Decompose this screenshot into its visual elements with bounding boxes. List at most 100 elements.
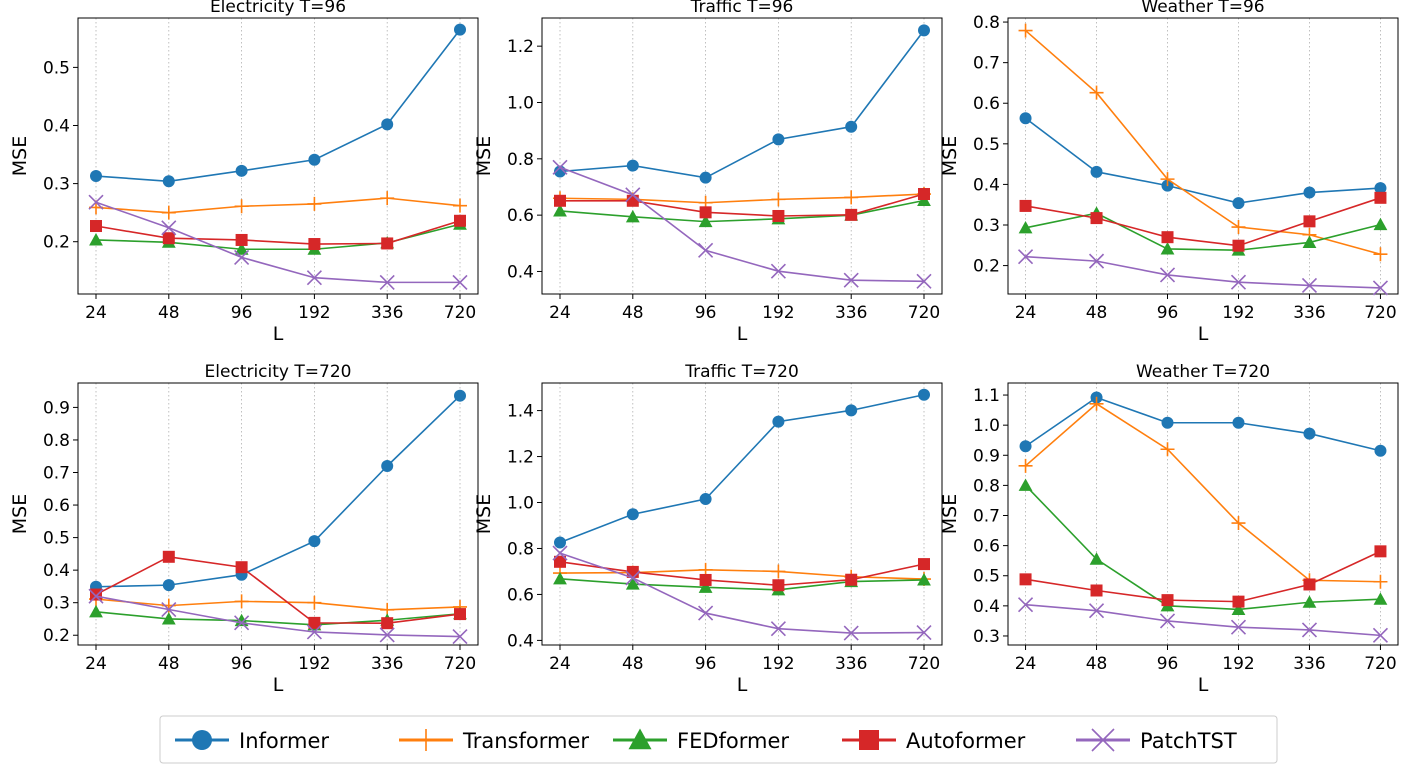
data-point-informer [1303,186,1316,199]
series-line-informer [1025,396,1381,452]
data-point-fedformer [1160,242,1175,255]
data-point-transformer [1089,85,1104,100]
chart-electricity-t-720: 24 48 96 192 336 720 0.2 0.3 0.4 0.5 0.6 0.7 0.8 0.9 E… [9,362,479,696]
data-point-fedformer [698,214,713,228]
x-tick-label: 96 [231,654,253,674]
data-point-patchtst [1017,249,1034,265]
series-line-fedformer [95,611,461,626]
series-line-patchtst [1025,603,1381,637]
chart-weather-t-720: 24 48 96 192 336 720 0.3 0.4 0.5 0.6 0.7 0.8 0.9 1.0 1… [939,362,1399,696]
y-tick-label: 1.2 [507,448,534,468]
series-line-fedformer [559,199,925,223]
data-point-transformer [1231,516,1246,531]
series-line-patchtst [95,201,460,284]
data-point-autoformer [554,194,566,207]
legend-entry-informer: Informer [175,729,329,753]
series-informer [554,388,930,549]
x-tick-label: 192 [762,303,794,323]
y-tick-label: 0.6 [507,585,534,605]
series-patchtst [88,588,468,645]
x-tick-label: 336 [371,654,403,674]
y-tick-label: 0.5 [973,135,1000,155]
legend-marker-informer [192,730,212,750]
y-tick-label: 0.9 [43,398,70,418]
chart-weather-t-96: 24 48 96 192 336 720 0.2 0.3 0.4 0.5 0.6 0.7 0.8 Weat… [939,0,1399,345]
data-point-fedformer [161,612,176,625]
x-tick-label: 192 [1222,303,1254,323]
data-point-fedformer [553,571,567,585]
legend-entry-transformer: Transformer [399,729,589,753]
data-point-transformer [1373,574,1388,589]
legend-frame [159,715,1278,764]
data-point-patchtst [1088,253,1105,269]
series-line-fedformer [1025,212,1381,251]
data-point-informer [308,535,321,548]
data-point-patchtst [698,242,714,258]
data-point-informer [1019,440,1032,453]
x-tick-label: 336 [835,654,867,674]
series-autoformer [554,188,930,222]
series-transformer [553,187,931,210]
data-point-informer [1232,416,1245,429]
data-point-patchtst [625,570,641,586]
data-point-patchtst [552,545,568,561]
x-tick-label: 192 [762,654,794,674]
data-point-fedformer [1018,478,1033,491]
series-informer [554,24,930,184]
data-point-fedformer [89,233,103,246]
data-point-transformer [234,199,249,214]
plot-frame [1007,382,1399,646]
y-tick-label: 0.3 [973,627,1000,647]
data-point-informer [845,120,858,133]
data-point-informer [381,459,394,472]
data-point-informer [454,23,466,36]
series-line-patchtst [95,595,461,638]
plot-frame [1007,17,1399,295]
series-line-informer [559,29,925,179]
series-line-fedformer [559,578,925,591]
x-axis-label: L [737,674,748,696]
y-tick-label: 0.3 [43,175,70,195]
x-tick-label: 48 [158,654,180,674]
data-point-fedformer [1373,217,1388,231]
series-line-transformer [95,598,461,611]
y-tick-label: 0.2 [43,626,70,646]
legend-label: Informer [239,729,329,753]
series-informer [1019,391,1387,457]
data-point-patchtst [1372,280,1389,296]
data-point-autoformer [90,220,102,233]
series-autoformer [90,550,466,630]
data-point-informer [162,175,175,188]
data-point-fedformer [1018,220,1033,234]
data-point-informer [1090,165,1103,178]
data-point-informer [626,159,639,172]
series-autoformer [1019,191,1387,252]
data-point-informer [772,415,785,428]
data-point-transformer [1231,220,1246,235]
legend-marker-autoformer [859,730,879,750]
data-point-transformer [1373,247,1388,262]
series-fedformer [1018,478,1388,615]
data-point-informer [554,536,566,549]
data-point-autoformer [626,194,639,207]
x-axis-label: L [737,323,748,345]
data-point-patchtst [452,274,468,290]
data-point-patchtst [1230,619,1247,635]
chart-electricity-t-96: 24 48 96 192 336 720 0.2 0.3 0.4 0.5 Electricity T… [9,0,479,345]
data-point-informer [1019,112,1032,125]
data-point-autoformer [1303,578,1316,591]
series-line-autoformer [1025,197,1381,247]
data-point-autoformer [162,550,175,563]
series-line-patchtst [1025,255,1381,289]
y-tick-label: 0.4 [507,631,534,651]
y-tick-label: 0.4 [973,175,1000,195]
y-tick-label: 1.0 [973,416,1000,436]
data-point-informer [918,388,930,401]
data-point-informer [308,153,321,166]
x-tick-label: 48 [622,654,644,674]
x-tick-label: 192 [298,303,330,323]
data-point-patchtst [1301,622,1318,638]
data-point-informer [381,118,394,131]
data-point-fedformer [625,577,640,590]
